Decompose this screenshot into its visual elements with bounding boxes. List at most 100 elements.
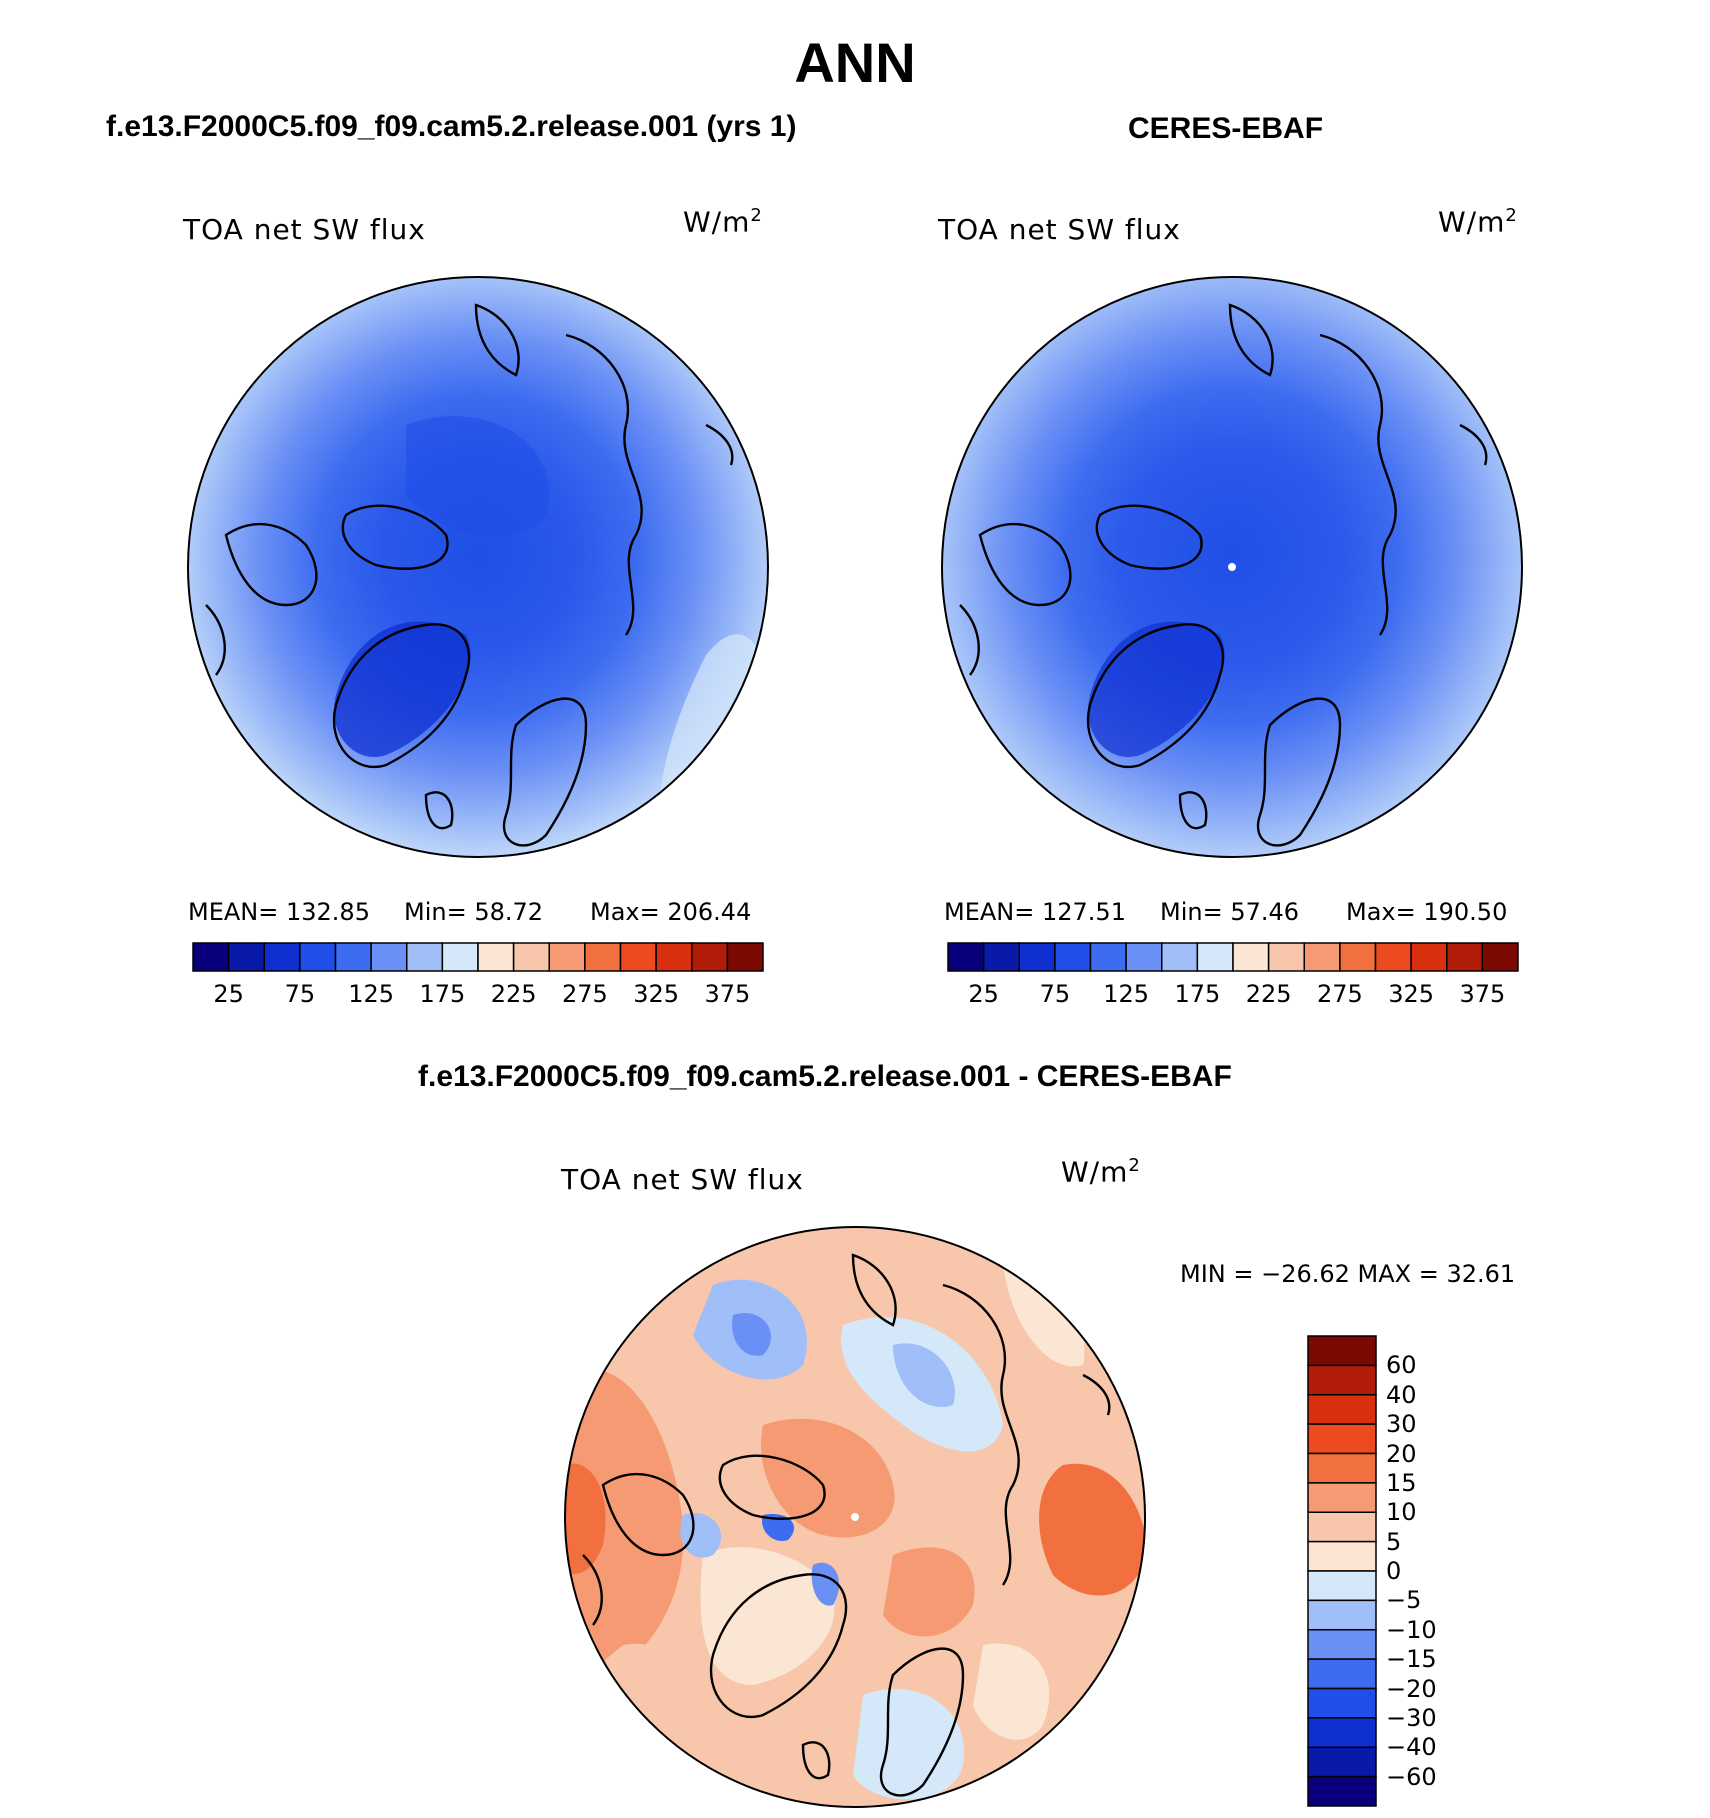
diff-colorbar-swatch-13 — [1307, 1717, 1377, 1748]
model-colorbar-swatch-10 — [548, 942, 586, 972]
model-mean-stat: MEAN= 132.85 — [188, 898, 370, 926]
diff-colorbar-swatch-10 — [1307, 1629, 1377, 1660]
diff-polar-map — [564, 1226, 1146, 1808]
diff-colorbar-tick-label: −5 — [1386, 1586, 1422, 1615]
diff-colorbar-tick-label: −30 — [1386, 1703, 1437, 1732]
model-colorbar-tick-label: 225 — [490, 980, 537, 1008]
model-polar-map — [187, 276, 769, 858]
diff-panel-title: f.e13.F2000C5.f09_f09.cam5.2.release.001… — [418, 1060, 1232, 1093]
diff-colorbar-ticks: 60 40 30 20 15 10 5 0 −5 −10 −15 −20 −30 −40 −60 — [1386, 1336, 1486, 1806]
obs-colorbar-tick-label: 325 — [1388, 980, 1435, 1008]
obs-colorbar-swatch-6 — [1161, 942, 1199, 972]
obs-units-label: W/m2 — [1438, 205, 1518, 239]
model-colorbar-tick-label: 325 — [633, 980, 680, 1008]
obs-colorbar-tick-label: 275 — [1316, 980, 1363, 1008]
diff-variable-label: TOA net SW flux — [561, 1163, 804, 1196]
diff-colorbar-swatch-11 — [1307, 1658, 1377, 1690]
diff-colorbar-swatch-2 — [1307, 1394, 1377, 1425]
obs-colorbar-tick-label: 225 — [1245, 980, 1292, 1008]
diff-colorbar-tick-label: 0 — [1386, 1557, 1402, 1585]
model-colorbar-tick-label: 125 — [348, 980, 395, 1008]
obs-panel-title: CERES-EBAF — [1128, 112, 1324, 145]
diff-colorbar-swatch-4 — [1307, 1452, 1377, 1484]
obs-colorbar-tick-label: 375 — [1459, 980, 1506, 1008]
diff-colorbar-tick-label: 30 — [1386, 1410, 1417, 1439]
model-colorbar-swatch-13 — [655, 942, 693, 972]
diff-colorbar-tick-label: 60 — [1386, 1351, 1417, 1380]
diff-colorbar-swatch-9 — [1307, 1599, 1377, 1631]
model-colorbar-swatch-4 — [334, 942, 372, 972]
diff-colorbar-tick-label: 5 — [1386, 1527, 1402, 1556]
diff-colorbar-tick-label: 40 — [1386, 1380, 1417, 1409]
obs-colorbar-tick-label: 125 — [1103, 980, 1150, 1008]
obs-colorbar-swatch-7 — [1196, 942, 1234, 972]
diff-colorbar-swatch-1 — [1307, 1364, 1377, 1396]
obs-colorbar-tick-label: 175 — [1174, 980, 1221, 1008]
obs-max-stat: Max= 190.50 — [1346, 898, 1508, 926]
model-colorbar-swatch-15 — [726, 942, 764, 972]
model-colorbar-swatch-1 — [227, 942, 265, 972]
diff-colorbar-tick-label: 15 — [1386, 1468, 1417, 1497]
obs-colorbar-swatch-11 — [1339, 942, 1377, 972]
diff-colorbar-tick-label: 10 — [1386, 1498, 1417, 1527]
diff-colorbar-swatch-12 — [1307, 1687, 1377, 1719]
model-colorbar-tick-label: 175 — [419, 980, 466, 1008]
diff-colorbar-swatch-8 — [1307, 1570, 1377, 1602]
obs-colorbar-swatch-1 — [982, 942, 1020, 972]
model-colorbar-tick-label: 25 — [213, 980, 244, 1008]
obs-colorbar-swatch-9 — [1267, 942, 1305, 972]
diff-colorbar-tick-label: 20 — [1386, 1439, 1417, 1468]
diff-colorbar-tick-label: −60 — [1386, 1762, 1437, 1791]
diff-colorbar-swatch-14 — [1307, 1746, 1377, 1778]
diff-colorbar-swatch-0 — [1307, 1335, 1377, 1367]
obs-colorbar-tick-label: 75 — [1039, 980, 1071, 1008]
diff-colorbar — [1307, 1335, 1377, 1807]
model-colorbar-swatch-11 — [584, 942, 622, 972]
obs-colorbar-swatch-4 — [1089, 942, 1127, 972]
obs-min-stat: Min= 57.46 — [1160, 898, 1300, 926]
obs-colorbar — [947, 942, 1519, 972]
model-colorbar-ticks: 25 75 125 175 225 275 325 375 — [193, 980, 763, 1010]
page-title: ANN — [794, 31, 916, 94]
model-colorbar-swatch-2 — [263, 942, 301, 972]
diff-colorbar-swatch-6 — [1307, 1511, 1377, 1543]
model-min-stat: Min= 58.72 — [404, 898, 544, 926]
obs-colorbar-swatch-10 — [1303, 942, 1341, 972]
obs-colorbar-swatch-5 — [1125, 942, 1163, 972]
model-colorbar-swatch-6 — [406, 942, 444, 972]
obs-colorbar-ticks: 25 75 125 175 225 275 325 375 — [948, 980, 1518, 1010]
diff-colorbar-swatch-7 — [1307, 1540, 1377, 1572]
obs-colorbar-swatch-13 — [1410, 942, 1448, 972]
diff-colorbar-tick-label: −15 — [1386, 1645, 1437, 1674]
obs-variable-label: TOA net SW flux — [938, 213, 1181, 246]
obs-colorbar-swatch-8 — [1232, 942, 1270, 972]
obs-colorbar-swatch-12 — [1374, 942, 1412, 972]
obs-colorbar-tick-label: 25 — [968, 980, 999, 1008]
model-colorbar-swatch-7 — [441, 942, 479, 972]
obs-colorbar-swatch-0 — [947, 942, 985, 972]
diff-colorbar-tick-label: −10 — [1386, 1615, 1437, 1644]
diff-colorbar-swatch-15 — [1307, 1775, 1377, 1807]
obs-colorbar-swatch-3 — [1054, 942, 1092, 972]
diff-units-label: W/m2 — [1061, 1155, 1141, 1189]
obs-colorbar-swatch-15 — [1481, 942, 1519, 972]
model-colorbar-swatch-3 — [299, 942, 337, 972]
model-colorbar-swatch-12 — [619, 942, 657, 972]
obs-colorbar-swatch-14 — [1446, 942, 1484, 972]
model-colorbar-swatch-5 — [370, 942, 408, 972]
diff-colorbar-swatch-5 — [1307, 1482, 1377, 1513]
diff-colorbar-swatch-3 — [1307, 1423, 1377, 1455]
model-colorbar-tick-label: 375 — [704, 980, 751, 1008]
obs-mean-stat: MEAN= 127.51 — [944, 898, 1126, 926]
obs-polar-map — [941, 276, 1523, 858]
model-variable-label: TOA net SW flux — [183, 213, 426, 246]
model-colorbar-swatch-9 — [512, 942, 550, 972]
model-colorbar-swatch-8 — [477, 942, 515, 972]
obs-colorbar-swatch-2 — [1018, 942, 1056, 972]
diff-minmax-stat: MIN = −26.62 MAX = 32.61 — [1180, 1260, 1516, 1288]
model-units-label: W/m2 — [683, 205, 763, 239]
diff-colorbar-tick-label: −20 — [1386, 1674, 1437, 1703]
model-colorbar-tick-label: 275 — [561, 980, 608, 1008]
model-colorbar-swatch-0 — [192, 942, 230, 972]
model-colorbar-swatch-14 — [691, 942, 729, 972]
